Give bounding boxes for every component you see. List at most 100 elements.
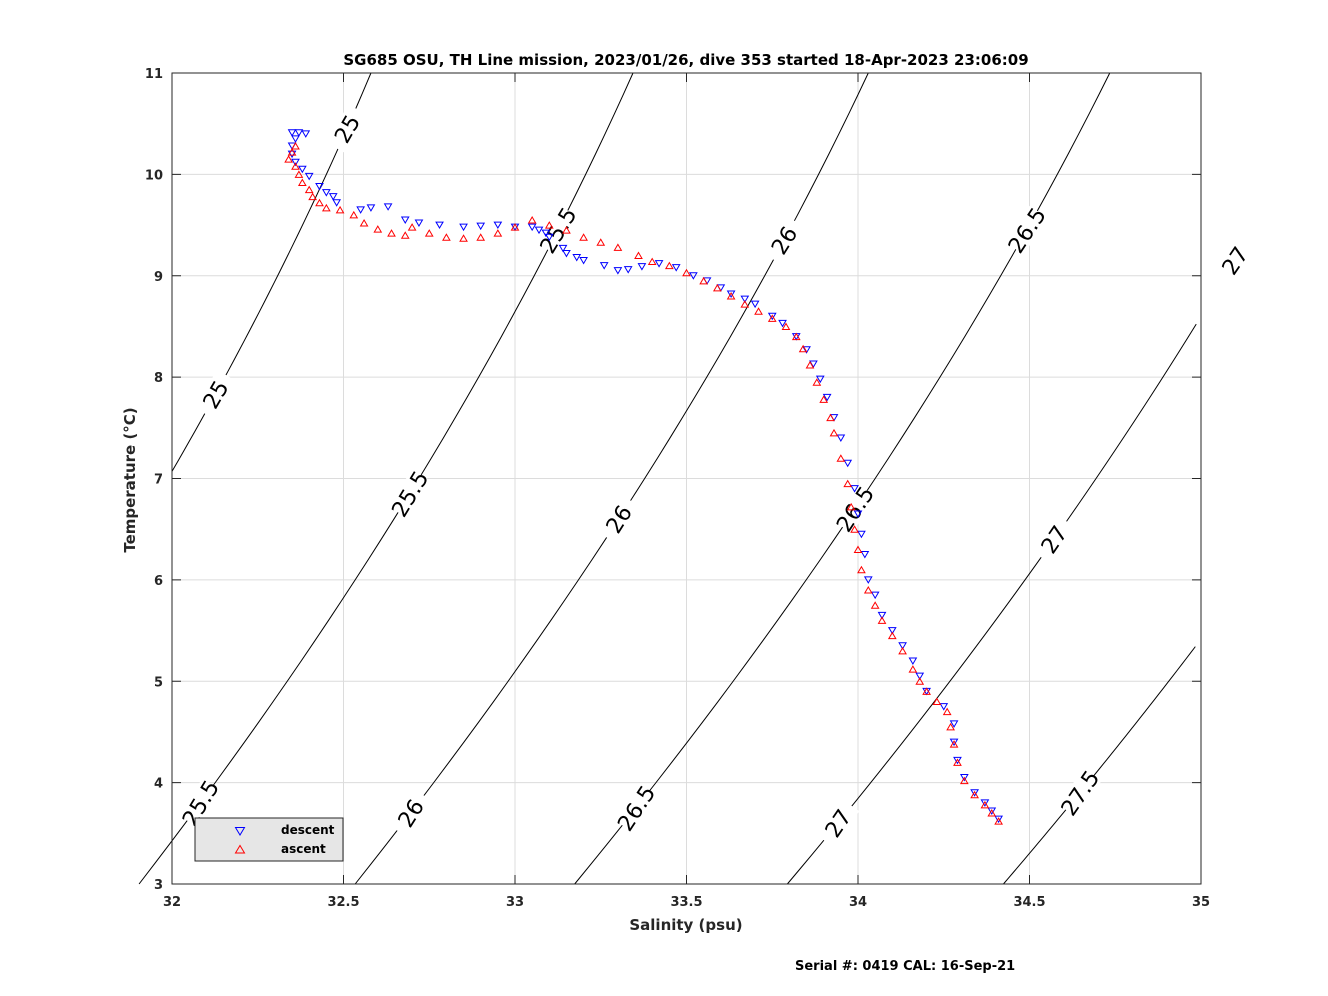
ascent-point <box>812 378 822 386</box>
descent-point <box>459 223 468 232</box>
isopycnal-27 <box>786 323 1197 885</box>
descent-point <box>294 129 304 137</box>
ascent-point <box>767 314 777 322</box>
y-tick-label: 3 <box>154 878 163 893</box>
descent-point <box>558 244 568 253</box>
descent-point <box>857 530 866 539</box>
descent-point <box>321 189 331 197</box>
ascent-point <box>291 141 300 150</box>
ascent-point <box>359 219 369 227</box>
ascent-point <box>647 257 657 266</box>
descent-point <box>915 672 925 681</box>
descent-point <box>908 657 918 665</box>
isopycnal-26.5 <box>574 72 1111 885</box>
ascent-point <box>829 428 839 437</box>
y-tick-label: 8 <box>154 371 163 386</box>
descent-point <box>579 257 588 265</box>
ascent-point <box>664 261 674 270</box>
ascent-point <box>846 502 856 511</box>
contour-label-bg <box>388 469 431 519</box>
descent-point <box>356 206 366 214</box>
contour-label-bg <box>1213 236 1257 285</box>
contour-label-bg <box>597 494 640 544</box>
ascent-point <box>510 223 520 231</box>
descent-point <box>850 485 859 493</box>
ascent-point <box>798 344 808 353</box>
ascent-point <box>853 545 863 553</box>
ascent-point <box>596 238 606 246</box>
ascent-point <box>321 203 331 212</box>
ascent-point <box>387 229 396 237</box>
contour-label-bg <box>326 104 368 154</box>
descent-point <box>740 295 750 304</box>
descent-point <box>987 807 997 816</box>
contour-label-bg <box>1005 205 1048 255</box>
descent-point <box>898 642 907 650</box>
series-descent <box>287 129 1004 824</box>
x-tick-label: 32 <box>163 895 181 910</box>
descent-point <box>291 158 300 167</box>
chart-title: SG685 OSU, TH Line mission, 2023/01/26, … <box>343 51 1028 69</box>
ascent-point <box>887 631 897 640</box>
ascent-point <box>373 225 383 233</box>
x-tick-label: 34 <box>849 895 867 910</box>
y-tick-label: 6 <box>154 574 163 589</box>
descent-point <box>887 627 897 635</box>
descent-point <box>328 193 338 201</box>
x-tick-label: 32.5 <box>327 895 359 910</box>
descent-point <box>688 272 698 280</box>
descent-point <box>623 266 633 274</box>
descent-point <box>400 216 410 224</box>
descent-point <box>949 738 959 747</box>
ascent-point <box>349 210 359 219</box>
ascent-point <box>898 646 907 655</box>
contour-label-bg <box>833 484 877 534</box>
x-tick-label: 33 <box>506 895 524 910</box>
descent-point <box>599 262 609 270</box>
ascent-point <box>579 233 588 241</box>
contour-label-bg <box>1032 514 1076 564</box>
ascent-point <box>424 229 434 237</box>
descent-point <box>304 172 314 181</box>
ascent-point <box>544 221 554 229</box>
descent-point <box>815 375 825 384</box>
ascent-point <box>949 740 959 748</box>
ascent-point <box>400 231 410 239</box>
isopycnal-26 <box>354 72 869 885</box>
descent-point <box>671 264 681 272</box>
axis-ticks <box>171 72 1202 885</box>
ascent-point <box>915 677 925 685</box>
ascent-point <box>970 790 979 799</box>
ascent-point <box>634 251 643 259</box>
contour-label-bg <box>537 205 579 255</box>
ascent-point <box>527 216 537 224</box>
ascent-point <box>843 479 853 488</box>
descent-point <box>726 290 736 298</box>
descent-point <box>778 319 787 328</box>
data-points <box>284 129 1004 825</box>
contour-label-bg <box>389 788 432 838</box>
isopycnal-27.5 <box>1003 646 1196 885</box>
ascent-point <box>959 776 969 785</box>
ascent-point <box>805 360 815 369</box>
descent-point <box>863 576 873 584</box>
descent-point <box>654 260 664 268</box>
descent-point <box>572 254 582 262</box>
y-tick-label: 7 <box>154 473 163 488</box>
descent-point <box>541 229 551 238</box>
ascent-point <box>877 616 887 624</box>
descent-point <box>493 221 503 230</box>
ascent-point <box>908 665 918 673</box>
ascent-point <box>857 565 866 574</box>
descent-point <box>843 459 853 468</box>
descent-point <box>853 510 863 518</box>
descent-point <box>383 203 393 211</box>
ascent-point <box>315 198 324 207</box>
ascent-point <box>304 185 314 194</box>
ascent-point <box>946 722 955 731</box>
ascent-point <box>459 234 468 242</box>
ascent-point <box>994 817 1004 825</box>
y-tick-label: 9 <box>154 270 163 285</box>
